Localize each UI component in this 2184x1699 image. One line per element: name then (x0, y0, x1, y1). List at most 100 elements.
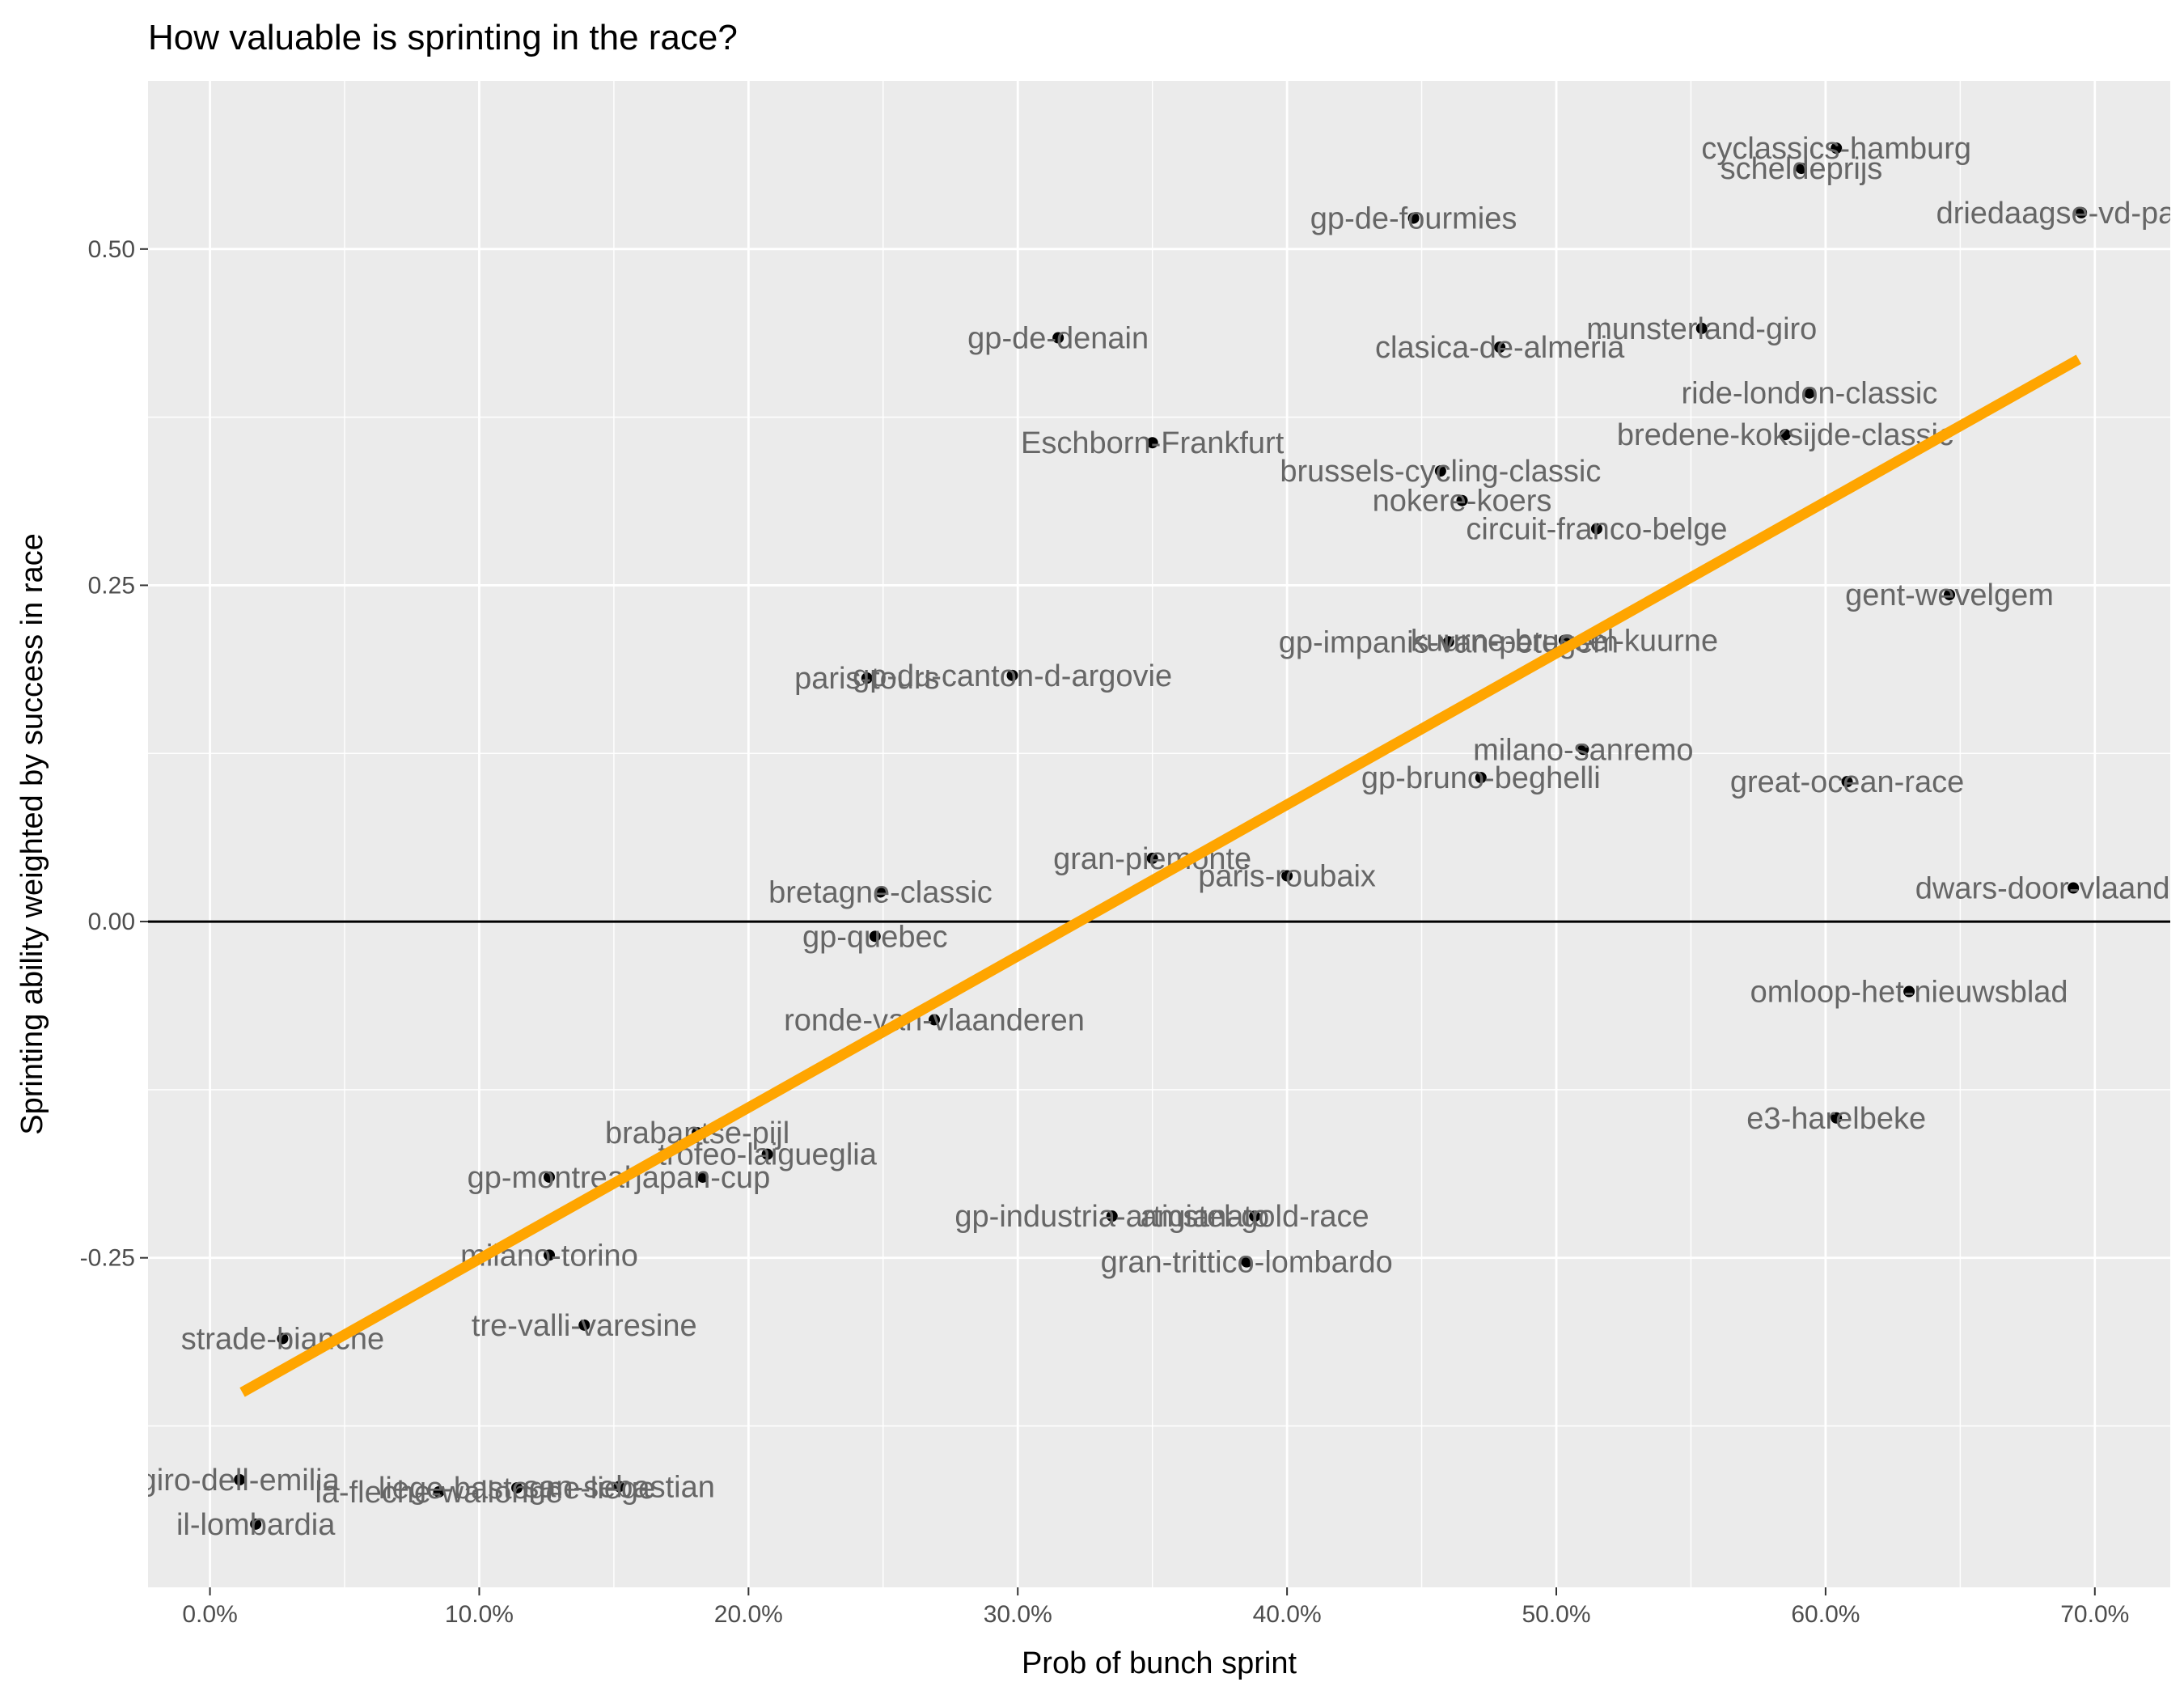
data-point (578, 1319, 590, 1331)
point-label: bredene-koksijde-classic (1617, 418, 1953, 452)
point-label: gp-quebec (802, 920, 948, 954)
data-point (1146, 437, 1158, 449)
x-tick-label: 30.0% (984, 1601, 1052, 1628)
point-label: bretagne-classic (768, 875, 993, 909)
point-label: gp-bruno-beghelli (1361, 761, 1601, 795)
data-point (1903, 985, 1915, 998)
point-label: giro-dell-emilia (140, 1464, 341, 1498)
x-axis-title: Prob of bunch sprint (1022, 1646, 1297, 1680)
x-tick-label: 20.0% (714, 1601, 783, 1628)
point-label: Eschborn-Frankfurt (1021, 426, 1285, 460)
data-point (2076, 206, 2088, 218)
data-point (250, 1518, 262, 1530)
point-label: gp-de-denain (967, 322, 1149, 356)
data-point (869, 930, 881, 943)
point-label: cyclassics-hamburg (1701, 132, 1971, 166)
data-point (761, 1148, 773, 1160)
data-point (1106, 1210, 1118, 1222)
data-point (1795, 163, 1807, 175)
data-point (277, 1333, 289, 1345)
point-label: ride-london-classic (1682, 377, 1938, 411)
data-point (1241, 1256, 1253, 1268)
data-point (1146, 852, 1158, 864)
point-label: san-sebastian (523, 1470, 715, 1504)
y-axis: -0.25 0.00 0.25 0.50 (80, 236, 148, 1272)
x-tick-label: 60.0% (1791, 1601, 1860, 1628)
y-tick-label: -0.25 (80, 1245, 135, 1272)
data-point (1494, 341, 1506, 354)
data-point (1456, 494, 1468, 506)
point-label: amstel-gold-race (1141, 1200, 1369, 1234)
y-tick-label: 0.25 (88, 572, 135, 599)
data-point (1475, 772, 1487, 784)
data-point (511, 1481, 523, 1494)
minor-gridlines (148, 81, 2170, 1587)
data-point (544, 1171, 556, 1183)
point-label: paris-tours (794, 662, 940, 696)
data-point (1434, 465, 1446, 477)
point-label: circuit-franco-belge (1466, 513, 1727, 547)
point-label: dwars-door-vlaanderen (1915, 872, 2184, 906)
point-label: liege-bastogne-liege (379, 1472, 655, 1506)
data-point (1944, 589, 1956, 601)
x-tick-label: 10.0% (445, 1601, 514, 1628)
data-point (1841, 776, 1853, 788)
point-label: omloop-het-nieuwsblad (1750, 976, 2068, 1010)
data-point (1695, 322, 1708, 334)
point-label: gran-trittico-lombardo (1101, 1246, 1393, 1280)
data-point (234, 1474, 246, 1485)
data-point (613, 1481, 625, 1493)
point-label: gent-wevelgem (1845, 578, 2054, 612)
major-gridlines (148, 81, 2170, 1587)
data-point (874, 886, 887, 898)
x-tick-label: 50.0% (1522, 1601, 1590, 1628)
point-label: paris-roubaix (1198, 860, 1376, 894)
point-label: ronde-van-vlaanderen (784, 1003, 1085, 1037)
x-tick-label: 40.0% (1253, 1601, 1322, 1628)
x-tick-label: 70.0% (2060, 1601, 2129, 1628)
data-point (433, 1485, 445, 1498)
point-label: gp-industria-artigianato (954, 1200, 1269, 1234)
data-point (1779, 429, 1791, 441)
data-point (861, 672, 873, 684)
trend-line-path (239, 354, 2082, 1397)
data-point (1803, 387, 1815, 399)
trend-line (239, 354, 2082, 1397)
point-label: scheldeprijs (1721, 152, 1883, 186)
point-label: brussels-cycling-classic (1280, 455, 1601, 489)
data-point (1590, 523, 1602, 535)
data-point (1831, 142, 1843, 155)
data-point (544, 1249, 556, 1261)
point-label: driedaagse-vd-panne (1936, 197, 2184, 231)
point-label: il-lombardia (176, 1508, 336, 1542)
point-label: gp-du-canton-d-argovie (853, 659, 1172, 693)
data-point (1442, 636, 1454, 648)
y-axis-title: Sprinting ability weighted by success in… (15, 533, 49, 1135)
data-point (1249, 1210, 1261, 1222)
data-point (1831, 1112, 1843, 1124)
data-point (1407, 212, 1420, 224)
data-point (1281, 870, 1293, 882)
x-axis: 0.0% 10.0% 20.0% 30.0% 40.0% 50.0% 60.0% 70.0% (182, 1587, 2129, 1628)
point-label: japan-cup (634, 1161, 770, 1195)
point-label: e3-harelbeke (1746, 1102, 1926, 1136)
data-point (1052, 332, 1064, 344)
point-label: la-fleche-wallonne (315, 1476, 562, 1510)
point-label: clasica-de-almeria (1375, 331, 1625, 365)
y-tick-label: 0.50 (88, 236, 135, 263)
chart-title: How valuable is sprinting in the race? (148, 18, 738, 57)
data-point (2068, 882, 2080, 894)
point-label: gp-de-fourmies (1310, 202, 1517, 236)
x-tick-label: 0.0% (182, 1601, 237, 1628)
data-point (929, 1014, 941, 1026)
y-tick-label: 0.00 (88, 909, 135, 935)
point-label: great-ocean-race (1730, 765, 1964, 799)
data-point (1006, 669, 1018, 681)
point-label: milano-sanremo (1473, 733, 1693, 767)
plot-panel (148, 81, 2170, 1587)
data-point (696, 1171, 709, 1183)
data-point (1577, 744, 1589, 756)
point-label: nokere-koers (1373, 485, 1552, 519)
